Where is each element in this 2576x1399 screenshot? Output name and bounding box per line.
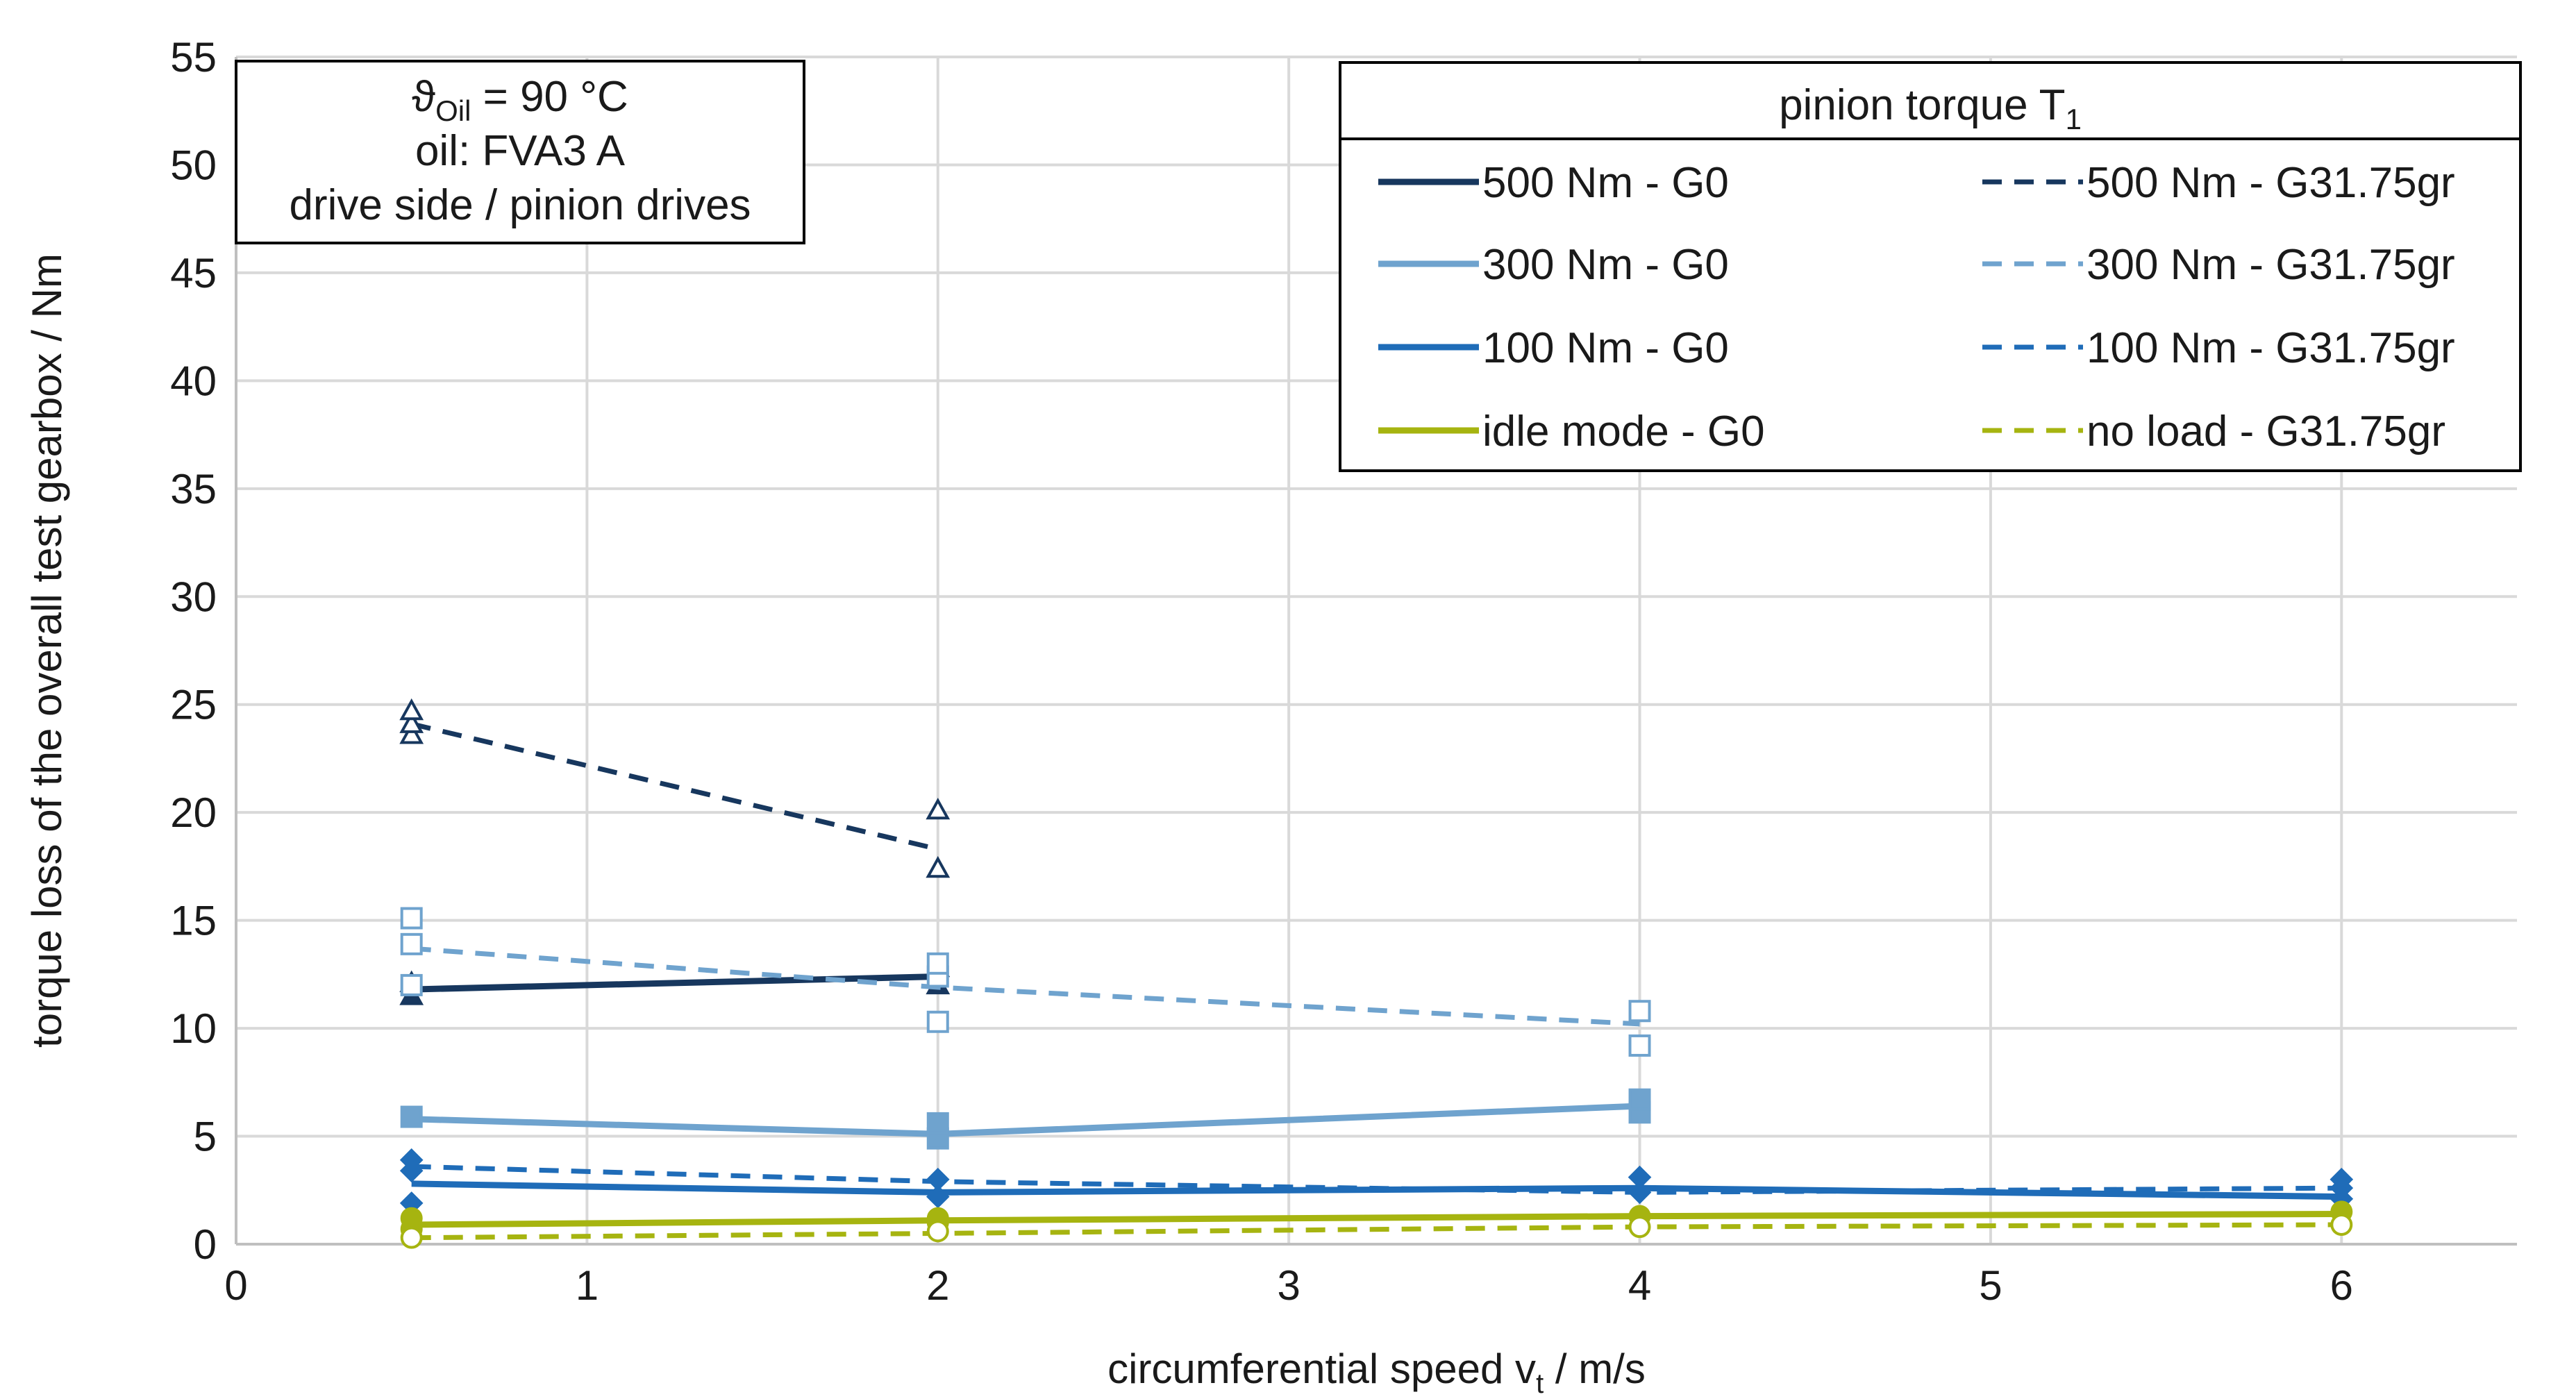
data-point-300-nm-g31-75gr xyxy=(400,907,423,930)
legend-label-100-nm-g0: 100 Nm - G0 xyxy=(1482,324,1729,372)
info-box-drive-side: drive side / pinion drives xyxy=(289,181,751,229)
data-point-300-nm-g31-75gr xyxy=(400,932,423,955)
y-axis-title: torque loss of the overall test gearbox … xyxy=(24,253,70,1048)
series-100-nm-g31-75gr xyxy=(399,1148,2354,1200)
legend-title-main: pinion torque T xyxy=(1779,81,2065,129)
series-500-nm-g31-75gr xyxy=(399,698,951,878)
data-point-300-nm-g0 xyxy=(1628,1088,1651,1111)
data-point-500-nm-g31-75gr xyxy=(399,698,424,721)
x-axis-title-sub: t xyxy=(1536,1368,1544,1399)
data-point-300-nm-g0 xyxy=(926,1112,949,1134)
legend-title: pinion torque T1 xyxy=(1779,81,2082,135)
legend-items: 500 Nm - G0 500 Nm - G31.75gr 300 Nm - G0 3… xyxy=(1378,159,2455,455)
y-tick-label: 30 xyxy=(170,573,217,620)
data-point-100-nm-g31-75gr xyxy=(1628,1165,1652,1189)
series-300-nm-g0 xyxy=(400,1088,1651,1150)
series-layer xyxy=(399,698,2354,1249)
data-point-idle-mode-g0 xyxy=(400,1207,423,1230)
data-point-no-load-g31-75gr xyxy=(926,1220,949,1243)
info-theta-value: = 90 °C xyxy=(471,73,628,121)
x-tick-label: 3 xyxy=(1277,1262,1300,1309)
x-tick-label: 4 xyxy=(1628,1262,1651,1309)
data-point-no-load-g31-75gr xyxy=(400,1226,423,1249)
x-tick-label: 0 xyxy=(224,1262,247,1309)
legend-frame xyxy=(1339,61,2522,472)
data-point-no-load-g31-75gr xyxy=(1628,1216,1651,1239)
legend-label-500-nm-g31-75gr: 500 Nm - G31.75gr xyxy=(2086,159,2455,207)
series-line-no-load-g31-75gr xyxy=(411,1222,2342,1241)
y-tick-label: 40 xyxy=(170,358,217,404)
x-axis-title-main: circumferential speed v xyxy=(1107,1346,1536,1392)
legend-label-500-nm-g0: 500 Nm - G0 xyxy=(1482,159,1729,207)
data-point-100-nm-g0 xyxy=(926,1184,950,1209)
x-tick-label: 1 xyxy=(576,1262,599,1309)
series-line-500-nm-g31-75gr xyxy=(410,721,939,852)
data-point-100-nm-g31-75gr xyxy=(926,1167,950,1191)
y-tick-label: 15 xyxy=(170,898,217,944)
x-tick-label: 5 xyxy=(1979,1262,2002,1309)
series-300-nm-g31-75gr xyxy=(400,907,1651,1057)
data-point-100-nm-g31-75gr xyxy=(399,1159,424,1183)
info-box-oil: oil: FVA3 A xyxy=(415,127,626,175)
y-tick-label: 5 xyxy=(194,1114,217,1160)
x-axis-title-unit: / m/s xyxy=(1544,1346,1646,1392)
info-box: ϑOil = 90 °C oil: FVA3 A drive side / pi… xyxy=(235,60,805,244)
series-line-300-nm-g0 xyxy=(411,1103,1640,1137)
data-point-no-load-g31-75gr xyxy=(2330,1214,2353,1237)
y-tick-label: 20 xyxy=(170,789,217,836)
series-no-load-g31-75gr xyxy=(400,1214,2353,1249)
legend: pinion torque T1 500 Nm - G0 500 Nm - G31… xyxy=(1339,61,2522,472)
legend-label-300-nm-g0: 300 Nm - G0 xyxy=(1482,241,1729,289)
info-theta-symbol: ϑ xyxy=(412,73,435,121)
y-tick-label: 25 xyxy=(170,682,217,728)
legend-label-100-nm-g31-75gr: 100 Nm - G31.75gr xyxy=(2086,324,2455,372)
info-theta-sub: Oil xyxy=(435,94,471,127)
data-point-300-nm-g31-75gr xyxy=(400,973,423,996)
legend-label-idle-mode-g0: idle mode - G0 xyxy=(1482,408,1765,455)
data-point-500-nm-g31-75gr xyxy=(399,711,424,733)
data-point-300-nm-g31-75gr xyxy=(1628,1034,1651,1057)
y-tick-label: 50 xyxy=(170,142,217,188)
grid xyxy=(236,56,2517,1244)
info-box-frame xyxy=(235,60,805,244)
data-point-300-nm-g0 xyxy=(400,1105,423,1128)
series-line-idle-mode-g0 xyxy=(411,1211,2342,1228)
series-line-100-nm-g31-75gr xyxy=(411,1164,2342,1195)
data-point-500-nm-g31-75gr xyxy=(399,722,424,744)
y-tick-label: 10 xyxy=(170,1005,217,1052)
data-point-100-nm-g31-75gr xyxy=(2330,1176,2354,1200)
x-axis-title: circumferential speed vt / m/s xyxy=(1107,1346,1646,1399)
data-point-500-nm-g31-75gr xyxy=(926,855,951,878)
info-box-temperature: ϑOil = 90 °C xyxy=(412,73,628,127)
x-tick-label: 2 xyxy=(926,1262,949,1309)
axes xyxy=(235,57,2517,1246)
data-point-300-nm-g31-75gr xyxy=(1628,1000,1651,1023)
data-point-500-nm-g31-75gr xyxy=(926,797,951,820)
data-point-300-nm-g31-75gr xyxy=(926,1010,949,1033)
legend-label-no-load-g31-75gr: no load - G31.75gr xyxy=(2086,408,2445,455)
x-tick-label: 6 xyxy=(2330,1262,2353,1309)
legend-label-300-nm-g31-75gr: 300 Nm - G31.75gr xyxy=(2086,241,2455,289)
y-tick-label: 45 xyxy=(170,250,217,296)
legend-title-sub: 1 xyxy=(2066,103,2082,135)
y-tick-label: 0 xyxy=(194,1221,217,1268)
y-tick-label: 35 xyxy=(170,466,217,512)
series-idle-mode-g0 xyxy=(400,1200,2353,1241)
data-point-300-nm-g31-75gr xyxy=(926,952,949,975)
series-line-500-nm-g0 xyxy=(411,973,938,993)
y-tick-label: 55 xyxy=(170,34,217,81)
